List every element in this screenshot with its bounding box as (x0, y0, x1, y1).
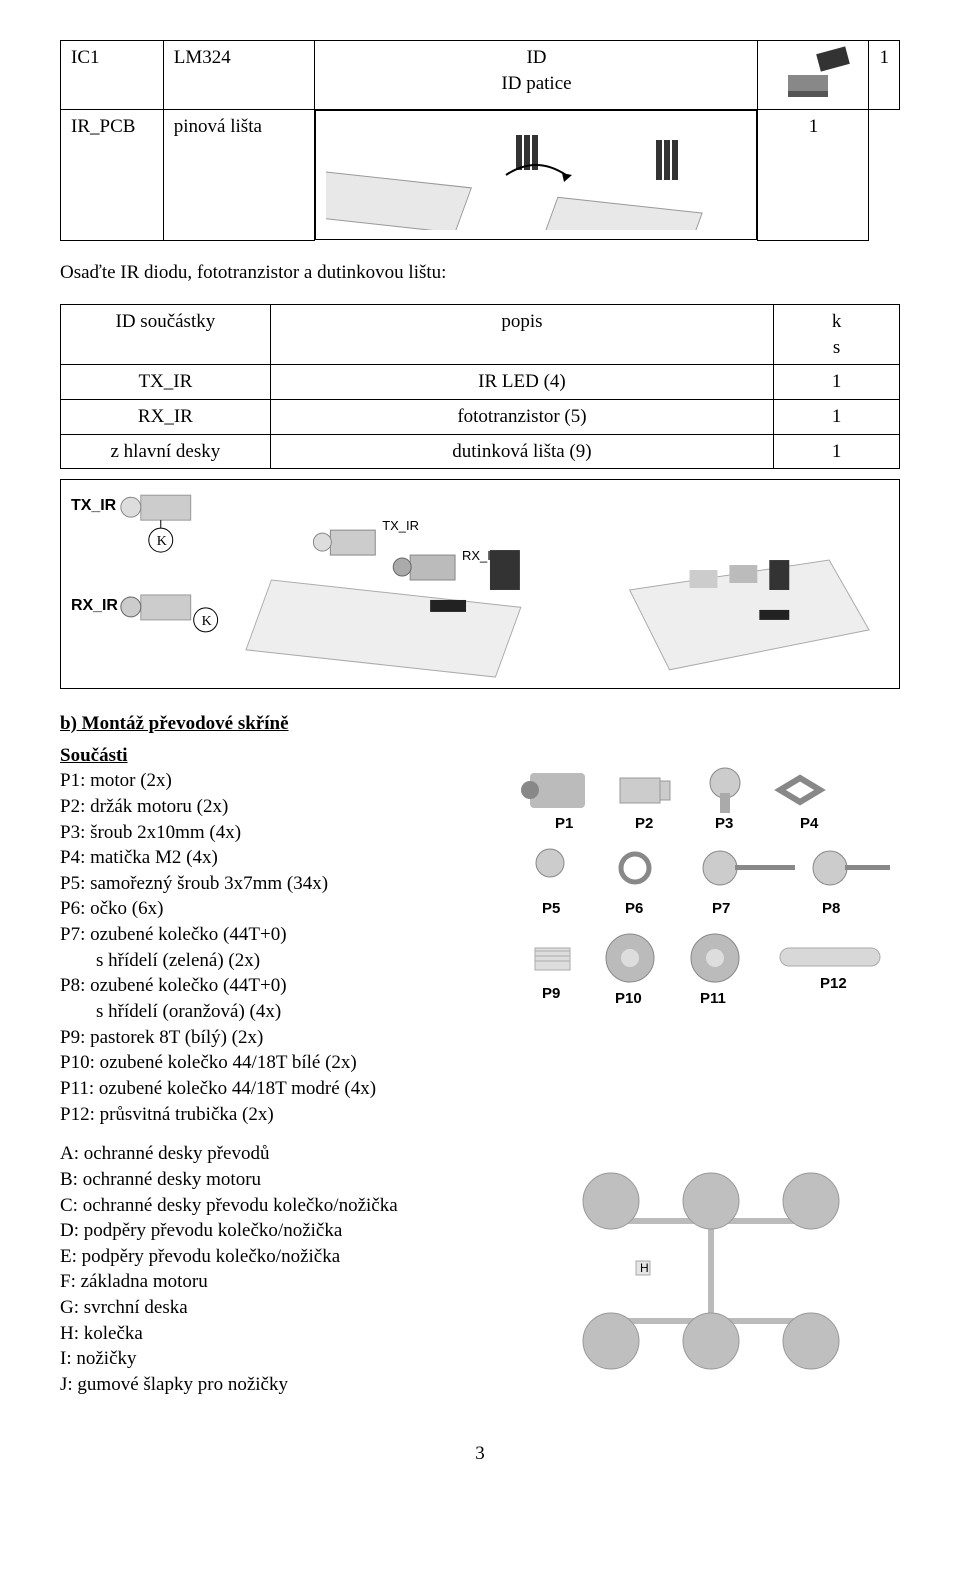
components-table-1: IC1 LM324 ID ID patice 1 IR_PCB pinová l… (60, 40, 900, 241)
t1r1c1: pinová lišta (163, 110, 315, 241)
parts-line: s hřídelí (zelená) (2x) (60, 948, 500, 974)
svg-text:K: K (157, 534, 167, 549)
parts-line: P1: motor (2x) (60, 768, 500, 794)
parts-line: P10: ozubené kolečko 44/18T bílé (2x) (60, 1050, 500, 1076)
letters-line: J: gumové šlapky pro nožičky (60, 1372, 502, 1398)
svg-text:P11: P11 (700, 990, 726, 1007)
pcb-pin-icon (326, 120, 746, 230)
t1r0c0: IC1 (61, 41, 164, 110)
t2r1c1: fototranzistor (5) (270, 400, 773, 435)
letters-line: F: základna motoru (60, 1269, 502, 1295)
parts-list: P1: motor (2x)P2: držák motoru (2x)P3: š… (60, 768, 500, 1127)
t2h1: popis (270, 305, 773, 365)
wheels-h-diagram: H (561, 1141, 861, 1401)
svg-text:K: K (202, 614, 212, 629)
parts-gallery: P1 P2 P3 P4 P5 P6 P7 P8 P9 P10 P11 P (520, 743, 900, 1043)
svg-text:P10: P10 (615, 990, 642, 1007)
svg-text:H: H (640, 1261, 649, 1275)
t2h0: ID součástky (61, 305, 271, 365)
tx-rx-diagram: TX_IR K RX_IR K TX_IR RX_IR (61, 480, 899, 680)
svg-text:P2: P2 (635, 815, 653, 832)
svg-text:P3: P3 (715, 815, 733, 832)
t2r2c1: dutinková lišta (9) (270, 434, 773, 469)
tx-rx-diagram-box: TX_IR K RX_IR K TX_IR RX_IR (60, 479, 900, 689)
t2r2c0: z hlavní desky (61, 434, 271, 469)
parts-line: P8: ozubené kolečko (44T+0) (60, 973, 500, 999)
t1r0c2: ID ID patice (315, 41, 758, 110)
t1r1c3: 1 (758, 110, 869, 241)
parts-line: P6: očko (6x) (60, 896, 500, 922)
letters-line: H: kolečka (60, 1321, 502, 1347)
t2r2c2: 1 (774, 434, 900, 469)
svg-text:P1: P1 (555, 815, 573, 832)
parts-line: P3: šroub 2x10mm (4x) (60, 820, 500, 846)
t2r0c1: IR LED (4) (270, 365, 773, 400)
caption-osdte: Osaďte IR diodu, fototranzistor a dutink… (60, 260, 900, 286)
svg-text:P8: P8 (822, 900, 840, 917)
t1r0c2top: ID (325, 45, 747, 71)
t2r1c0: RX_IR (61, 400, 271, 435)
t1r0c4: 1 (869, 41, 900, 110)
t1r1c0: IR_PCB (61, 110, 164, 241)
letters-list: A: ochranné desky převodůB: ochranné des… (60, 1141, 502, 1397)
parts-line: P4: matička M2 (4x) (60, 845, 500, 871)
svg-text:P12: P12 (820, 975, 847, 992)
parts-line: P12: průsvitná trubička (2x) (60, 1102, 500, 1128)
letters-line: E: podpěry převodu kolečko/nožička (60, 1244, 502, 1270)
t1r1-diagram (315, 110, 757, 240)
svg-text:P9: P9 (542, 985, 560, 1002)
t1r0c3 (758, 41, 869, 110)
ic-icon (768, 45, 858, 105)
t2r0c0: TX_IR (61, 365, 271, 400)
svg-text:TX_IR: TX_IR (382, 518, 419, 533)
letters-line: B: ochranné desky motoru (60, 1167, 502, 1193)
svg-text:TX_IR: TX_IR (71, 498, 117, 515)
letters-line: D: podpěry převodu kolečko/nožička (60, 1218, 502, 1244)
components-table-2: ID součástky popis k s TX_IR IR LED (4) … (60, 304, 900, 469)
section-b-heading: b) Montáž převodové skříně (60, 711, 900, 737)
t1r0c1: LM324 (163, 41, 315, 110)
svg-text:RX_IR: RX_IR (71, 597, 118, 614)
parts-line: P7: ozubené kolečko (44T+0) (60, 922, 500, 948)
parts-line: P11: ozubené kolečko 44/18T modré (4x) (60, 1076, 500, 1102)
letters-line: A: ochranné desky převodů (60, 1141, 502, 1167)
parts-line: P9: pastorek 8T (bílý) (2x) (60, 1025, 500, 1051)
svg-text:P5: P5 (542, 900, 560, 917)
t2r1c2: 1 (774, 400, 900, 435)
svg-text:P4: P4 (800, 815, 819, 832)
parts-line: s hřídelí (oranžová) (4x) (60, 999, 500, 1025)
t2h2: k s (774, 305, 900, 365)
letters-line: G: svrchní deska (60, 1295, 502, 1321)
svg-text:P7: P7 (712, 900, 730, 917)
page-number: 3 (60, 1441, 900, 1467)
svg-text:P6: P6 (625, 900, 643, 917)
t2r0c2: 1 (774, 365, 900, 400)
t1r0c2bot: ID patice (325, 71, 747, 97)
parts-line: P5: samořezný šroub 3x7mm (34x) (60, 871, 500, 897)
letters-line: C: ochranné desky převodu kolečko/nožičk… (60, 1193, 502, 1219)
letters-line: I: nožičky (60, 1346, 502, 1372)
parts-line: P2: držák motoru (2x) (60, 794, 500, 820)
parts-heading: Součásti (60, 743, 500, 769)
